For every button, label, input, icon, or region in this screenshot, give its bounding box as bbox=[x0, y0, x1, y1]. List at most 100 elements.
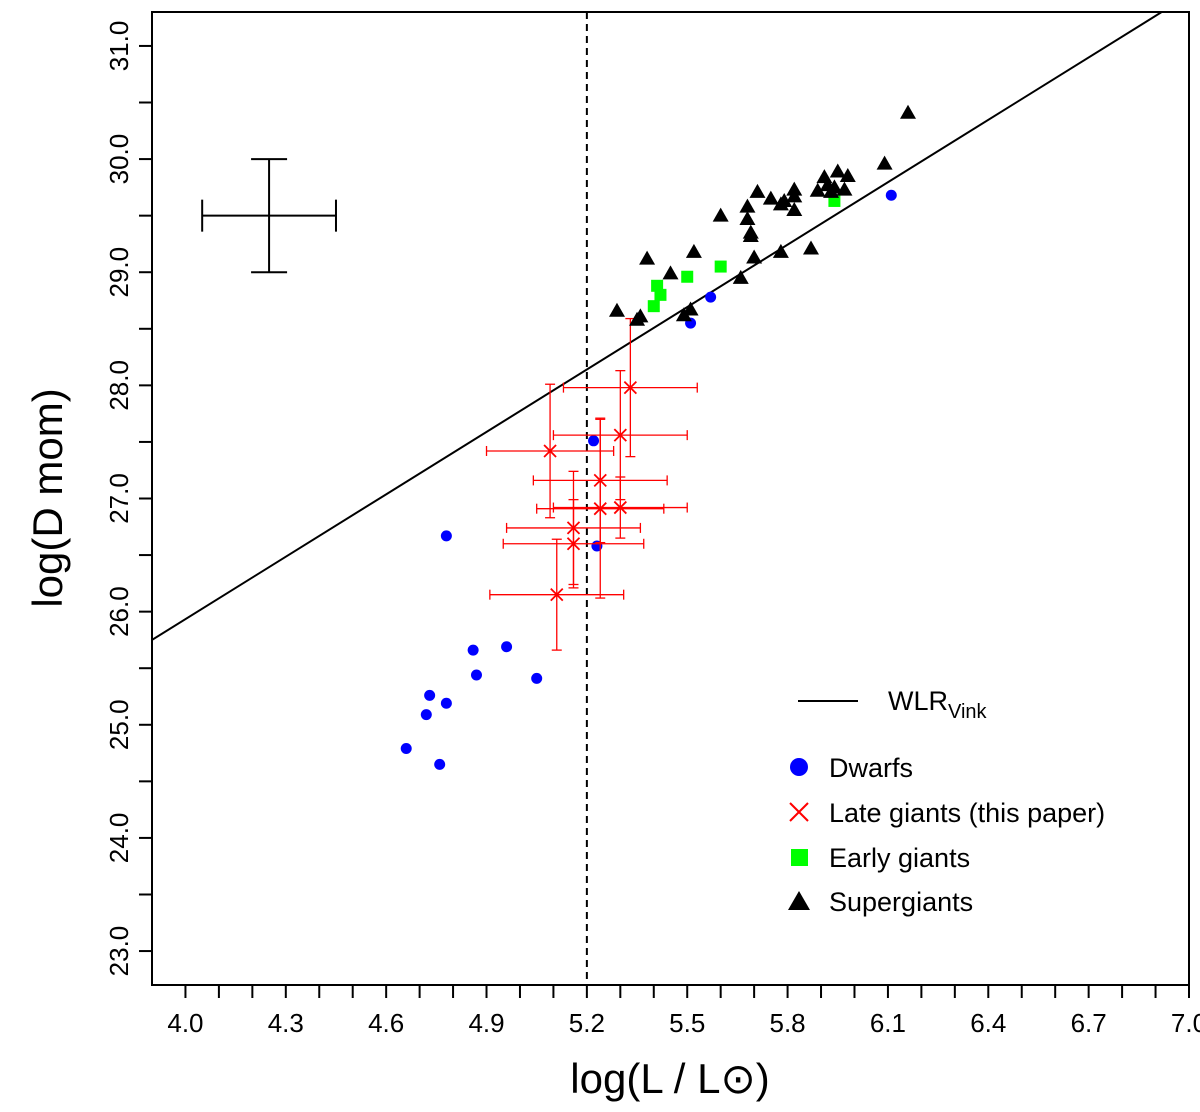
supergiant-point bbox=[746, 249, 763, 264]
supergiant-point bbox=[712, 207, 729, 222]
early-giant-point bbox=[828, 194, 841, 207]
late-giant-cross-stroke bbox=[623, 380, 637, 395]
dwarf-point bbox=[440, 530, 452, 542]
supergiant-point bbox=[900, 104, 917, 119]
supergiant-point bbox=[739, 211, 756, 226]
supergiant-point bbox=[776, 192, 793, 207]
y-tick-label: 23.0 bbox=[104, 926, 134, 977]
supergiant-point bbox=[742, 228, 759, 243]
supergiant-point bbox=[762, 190, 779, 205]
dwarf-point bbox=[705, 291, 717, 303]
supergiant-point bbox=[639, 250, 656, 265]
supergiant-point bbox=[608, 302, 625, 317]
late-giant-cross bbox=[593, 502, 607, 516]
y-axis-ticks: 23.0 24.0 25.0 26.0 27.0 28.0 29.0 30.0 31.0 bbox=[104, 21, 152, 977]
early-giant-point bbox=[647, 300, 660, 313]
typical-error-bar bbox=[201, 158, 337, 274]
late-giant-point bbox=[562, 317, 698, 458]
late-giant-point bbox=[489, 538, 625, 651]
y-tick-label: 31.0 bbox=[104, 21, 134, 72]
dwarf-point bbox=[588, 435, 600, 447]
legend-wlr-name: WLR bbox=[888, 686, 948, 716]
supergiant-point bbox=[749, 183, 766, 198]
dwarf-point bbox=[467, 644, 479, 656]
late-giant-cross bbox=[623, 380, 637, 395]
x-axis-title: log(L / L⊙) bbox=[570, 1055, 769, 1102]
supergiant-point bbox=[876, 155, 893, 170]
legend-early-giants-marker bbox=[791, 849, 808, 866]
late-giant-cross bbox=[550, 588, 564, 602]
early-giant-point bbox=[654, 288, 667, 301]
legend-supergiants-marker bbox=[788, 891, 810, 910]
y-tick-label: 27.0 bbox=[104, 473, 134, 524]
legend-late-giants-label: Late giants (this paper) bbox=[829, 798, 1105, 828]
y-axis-title: log(D mom) bbox=[24, 388, 71, 607]
dwarf-point bbox=[420, 709, 432, 721]
dwarf-point bbox=[440, 697, 452, 709]
legend-wlr-subscript: Vink bbox=[948, 701, 988, 723]
late-giant-point bbox=[502, 498, 645, 589]
supergiant-point bbox=[772, 243, 789, 258]
y-tick-label: 29.0 bbox=[104, 247, 134, 298]
y-tick-label: 24.0 bbox=[104, 813, 134, 864]
late-giant-cross-stroke bbox=[550, 588, 564, 602]
supergiant-point bbox=[739, 198, 756, 213]
x-tick-label: 5.8 bbox=[770, 1008, 806, 1038]
late-giant-cross-stroke bbox=[613, 500, 627, 515]
supergiant-point bbox=[732, 269, 749, 284]
supergiant-point bbox=[829, 163, 846, 178]
x-axis-ticks: 4.0 4.3 4.6 4.9 5.2 5.5 5.8 6.1 6.4 6.7 7.0 bbox=[167, 985, 1200, 1038]
dwarf-point bbox=[531, 672, 543, 684]
x-tick-label: 5.5 bbox=[669, 1008, 705, 1038]
legend-dwarfs-label: Dwarfs bbox=[829, 753, 913, 783]
supergiant-point bbox=[786, 188, 803, 203]
late-giant-cross-stroke bbox=[613, 428, 627, 442]
y-tick-label: 28.0 bbox=[104, 360, 134, 411]
y-tick-label: 25.0 bbox=[104, 699, 134, 750]
late-giant-cross bbox=[543, 444, 557, 458]
series-late-giants-this-paper bbox=[485, 317, 698, 651]
late-giant-cross bbox=[566, 537, 581, 551]
dwarf-point bbox=[424, 689, 436, 701]
y-tick-label: 30.0 bbox=[104, 134, 134, 185]
x-tick-label: 6.1 bbox=[870, 1008, 906, 1038]
late-giant-cross bbox=[613, 428, 627, 442]
legend-early-giants-label: Early giants bbox=[829, 843, 970, 873]
x-tick-label: 4.3 bbox=[268, 1008, 304, 1038]
supergiant-point bbox=[836, 181, 853, 196]
early-giant-point bbox=[681, 270, 694, 283]
supergiant-point bbox=[802, 240, 819, 255]
dwarf-point bbox=[885, 189, 897, 201]
series-early-giants bbox=[647, 194, 841, 313]
supergiant-point bbox=[826, 179, 843, 194]
supergiant-point bbox=[685, 243, 702, 258]
late-giant-cross-stroke bbox=[593, 502, 607, 516]
wlr-vink-line bbox=[152, 12, 1164, 641]
x-tick-label: 6.7 bbox=[1071, 1008, 1107, 1038]
dwarf-point bbox=[400, 743, 412, 755]
late-giant-cross-stroke bbox=[543, 444, 557, 458]
legend-supergiants-label: Supergiants bbox=[829, 887, 973, 917]
y-tick-label: 26.0 bbox=[104, 586, 134, 637]
late-giant-point bbox=[552, 476, 688, 539]
dwarf-point bbox=[470, 669, 482, 681]
plot-frame bbox=[151, 11, 1190, 986]
data-layer bbox=[152, 12, 1164, 985]
legend-late-giants-marker bbox=[789, 802, 809, 822]
dwarf-point bbox=[501, 641, 513, 653]
legend: WLRVink Dwarfs Late giants (this paper) … bbox=[788, 686, 1105, 917]
supergiant-point bbox=[839, 168, 856, 183]
early-giant-point bbox=[714, 260, 727, 273]
x-tick-label: 5.2 bbox=[569, 1008, 605, 1038]
supergiant-point bbox=[682, 301, 699, 316]
x-tick-label: 4.9 bbox=[468, 1008, 504, 1038]
x-tick-label: 4.6 bbox=[368, 1008, 404, 1038]
supergiant-point bbox=[786, 201, 803, 216]
early-giant-point bbox=[651, 279, 664, 292]
late-giant-point bbox=[485, 383, 615, 519]
legend-dwarfs-marker bbox=[790, 758, 808, 776]
x-tick-label: 4.0 bbox=[167, 1008, 203, 1038]
legend-wlr-label: WLRVink bbox=[888, 686, 988, 723]
late-giant-cross bbox=[613, 500, 627, 515]
supergiant-point bbox=[632, 308, 649, 323]
